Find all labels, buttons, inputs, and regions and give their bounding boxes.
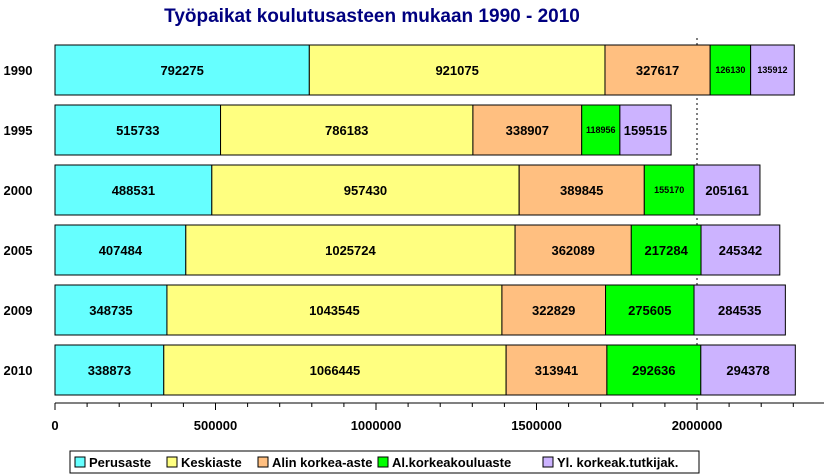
bar-segment [54,224,187,276]
bar-segment [54,44,310,96]
legend-swatch [257,456,269,468]
bar-segment [54,104,222,156]
legend-label: Yl. korkeak.tutkijak. [557,455,678,470]
bar-segment [693,284,786,336]
bar-segment [472,104,583,156]
data-label: 159515 [624,123,667,138]
data-label: 327617 [636,63,679,78]
bar-segment [700,224,781,276]
bar-segment [220,104,474,156]
data-label: 118956 [586,125,616,135]
data-label: 407484 [99,243,143,258]
category-label: 1995 [4,123,33,138]
bar-segment [581,104,621,156]
data-label: 1043545 [309,303,360,318]
bar-segment [700,344,796,396]
data-label: 135912 [757,65,787,75]
bar-segment [54,284,168,336]
data-label: 217284 [644,243,688,258]
category-label: 1990 [4,63,33,78]
bar-segment [619,104,672,156]
category-label: 2005 [4,243,33,258]
data-label: 338907 [506,123,549,138]
data-label: 245342 [719,243,762,258]
data-label: 1066445 [310,363,361,378]
category-label: 2010 [4,363,33,378]
data-label: 1025724 [325,243,376,258]
bar-segment [518,164,645,216]
chart-title: Työpaikat koulutusasteen mukaan 1990 - 2… [164,6,580,27]
data-label: 205161 [705,183,748,198]
x-tick-label: 2000000 [672,418,723,433]
data-label: 294378 [726,363,769,378]
bar-segment [185,224,516,276]
category-label: 2000 [4,183,33,198]
legend-label: Al.korkeakouluaste [392,455,511,470]
data-label: 786183 [325,123,368,138]
legend-label: Perusaste [89,455,151,470]
data-label: 275605 [628,303,671,318]
bar-segment [606,344,702,396]
data-label: 348735 [89,303,132,318]
data-label: 921075 [435,63,478,78]
data-label: 338873 [88,363,131,378]
bar-segment [505,344,608,396]
bar-segment [709,44,752,96]
data-label: 313941 [535,363,578,378]
legend-swatch [74,456,86,468]
x-tick-label: 1000000 [351,418,402,433]
x-tick-label: 0 [51,418,58,433]
data-label: 362089 [551,243,594,258]
bar-segment [514,224,632,276]
data-label: 155170 [654,185,684,195]
category-label: 2009 [4,303,33,318]
bar-segment [308,44,606,96]
x-tick-label: 1500000 [511,418,562,433]
data-label: 389845 [560,183,603,198]
legend-swatch [166,456,178,468]
bar-segment [693,164,761,216]
legend-swatch [542,456,554,468]
legend: Perusaste Keskiaste Alin korkea-aste Al.kor… [69,450,700,474]
data-label: 792275 [160,63,203,78]
bar-segment [605,284,695,336]
data-label: 322829 [532,303,575,318]
bar-segment [750,44,795,96]
data-label: 292636 [632,363,675,378]
x-axis: 0 500000 1000000 1500000 2000000 [51,402,824,433]
bar-segment [54,344,165,396]
bar-segment [501,284,607,336]
data-label: 488531 [112,183,155,198]
legend-label: Keskiaste [181,455,242,470]
bar-segment [54,164,213,216]
bar-segment [163,344,507,396]
legend-label: Alin korkea-aste [272,455,372,470]
data-label: 126130 [715,65,745,75]
bar-segment [630,224,702,276]
data-label: 284535 [718,303,761,318]
data-label: 515733 [116,123,159,138]
legend-swatch [377,456,389,468]
plot-area: 1990 792275 921075 327617 126130 135912 1995 51… [4,38,796,403]
bar-segment [211,164,520,216]
data-label: 957430 [344,183,387,198]
x-tick-label: 500000 [194,418,237,433]
